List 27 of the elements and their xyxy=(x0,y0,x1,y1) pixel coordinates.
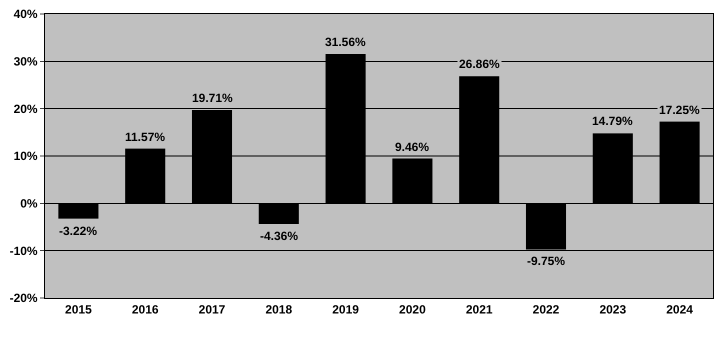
y-tick-label: 40% xyxy=(14,7,38,22)
data-label: 19.71% xyxy=(192,91,234,105)
y-tick-label: 20% xyxy=(14,102,38,116)
data-label: 14.79% xyxy=(592,114,634,128)
data-label: -9.75% xyxy=(527,254,566,268)
x-tick-label: 2020 xyxy=(399,302,426,316)
x-tick-label: 2023 xyxy=(599,302,626,316)
data-label: 9.46% xyxy=(395,140,430,154)
y-tick-label: -10% xyxy=(10,244,38,258)
data-label: 26.86% xyxy=(459,57,500,71)
x-tick-label: 2017 xyxy=(198,302,226,316)
y-tick-label: -20% xyxy=(10,291,38,306)
x-tick-label: 2022 xyxy=(532,302,560,316)
y-tick-label: 30% xyxy=(14,54,38,69)
y-tick-label: 10% xyxy=(14,149,38,164)
x-tick-label: 2021 xyxy=(466,302,493,316)
x-tick-label: 2016 xyxy=(132,302,159,316)
x-tick-label: 2018 xyxy=(265,302,292,316)
data-label: 31.56% xyxy=(325,35,366,49)
data-label: -3.22% xyxy=(59,224,98,238)
x-tick-label: 2019 xyxy=(332,302,360,316)
x-tick-label: 2015 xyxy=(65,302,92,316)
y-tick-label: 0% xyxy=(20,196,38,211)
data-label: -4.36% xyxy=(260,229,298,243)
x-tick-label: 2024 xyxy=(666,302,694,316)
data-label: 11.57% xyxy=(125,130,166,144)
data-label: 17.25% xyxy=(659,103,700,117)
